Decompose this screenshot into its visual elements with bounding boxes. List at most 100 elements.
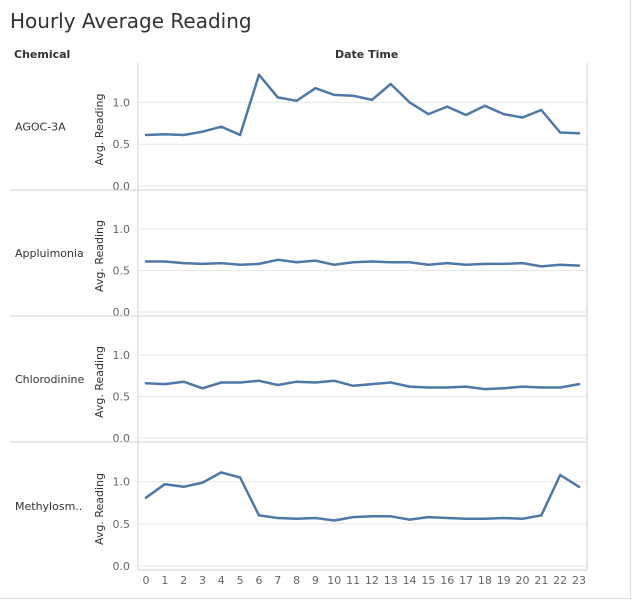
x-tick-label: 9 xyxy=(312,574,319,587)
data-point xyxy=(370,260,374,263)
data-point xyxy=(144,260,148,263)
x-tick-label: 20 xyxy=(516,574,530,587)
data-point xyxy=(389,515,392,518)
data-point xyxy=(295,99,298,102)
data-point xyxy=(446,516,449,520)
data-point xyxy=(201,130,204,133)
data-point xyxy=(540,386,543,389)
data-point xyxy=(464,263,468,266)
data-point xyxy=(558,263,562,266)
data-point xyxy=(521,385,524,388)
x-tick-label: 15 xyxy=(421,574,435,587)
data-point xyxy=(276,258,279,261)
data-point xyxy=(295,517,298,520)
data-point xyxy=(201,481,204,484)
data-point xyxy=(558,386,562,389)
data-point xyxy=(314,516,317,520)
y-tick-label: 0.5 xyxy=(113,265,131,278)
data-point xyxy=(540,265,543,268)
chart-title: Hourly Average Reading xyxy=(10,9,252,33)
x-tick-label: 18 xyxy=(478,574,492,587)
data-point xyxy=(257,514,261,517)
data-point xyxy=(370,98,374,102)
data-point xyxy=(238,263,242,266)
x-tick-label: 11 xyxy=(346,574,360,587)
y-tick-label: 1.0 xyxy=(113,96,131,109)
data-point xyxy=(351,384,355,387)
data-point xyxy=(333,519,336,522)
series-line xyxy=(144,379,581,391)
data-point xyxy=(314,381,317,384)
x-tick-label: 14 xyxy=(403,574,417,587)
y-tick-label: 1.0 xyxy=(113,349,131,362)
y-tick-label: 0.5 xyxy=(113,518,131,531)
chemical-label: Methylosm.. xyxy=(15,500,82,513)
data-point xyxy=(389,381,392,384)
data-point xyxy=(257,262,261,266)
data-point xyxy=(427,112,430,116)
data-point xyxy=(238,381,242,384)
data-point xyxy=(540,108,543,112)
chemical-label: Chlorodinine xyxy=(15,373,84,386)
x-tick-label: 3 xyxy=(199,574,206,587)
data-point xyxy=(464,113,468,117)
data-point xyxy=(558,131,562,134)
x-tick-label: 6 xyxy=(255,574,262,587)
x-tick-label: 19 xyxy=(497,574,511,587)
x-tick-label: 2 xyxy=(180,574,187,587)
data-point xyxy=(163,132,167,136)
data-point xyxy=(144,133,148,137)
y-axis-title: Avg. Reading xyxy=(93,93,106,165)
y-axis-title: Avg. Reading xyxy=(93,473,106,545)
data-point xyxy=(295,261,298,264)
data-point xyxy=(276,383,279,387)
x-tick-label: 8 xyxy=(293,574,300,587)
x-tick-label: 17 xyxy=(459,574,473,587)
x-tick-label: 23 xyxy=(572,574,586,587)
series-line xyxy=(144,471,581,522)
data-point xyxy=(408,101,411,104)
data-point xyxy=(144,496,148,499)
data-point xyxy=(220,261,223,265)
data-point xyxy=(351,94,355,97)
data-point xyxy=(370,515,374,518)
y-tick-label: 0.5 xyxy=(113,138,131,151)
data-point xyxy=(163,382,167,386)
data-point xyxy=(502,387,505,390)
data-point xyxy=(427,515,430,519)
data-point xyxy=(446,386,449,389)
x-tick-label: 4 xyxy=(218,574,225,587)
y-tick-label: 0.0 xyxy=(113,560,131,573)
data-point xyxy=(577,132,581,135)
data-point xyxy=(163,260,167,263)
data-point xyxy=(182,133,185,137)
data-point xyxy=(464,517,468,520)
data-point xyxy=(201,387,204,390)
data-point xyxy=(257,73,261,77)
data-point xyxy=(502,516,505,520)
y-tick-label: 0.0 xyxy=(113,432,131,445)
data-point xyxy=(182,380,185,383)
data-point xyxy=(163,483,167,486)
column-header-date-time: Date Time xyxy=(335,48,399,61)
x-tick-label: 5 xyxy=(237,574,244,587)
x-tick-label: 7 xyxy=(274,574,281,587)
data-point xyxy=(389,82,392,86)
x-tick-label: 12 xyxy=(365,574,379,587)
data-point xyxy=(333,379,336,383)
y-tick-label: 0.0 xyxy=(113,306,131,319)
data-point xyxy=(483,387,487,391)
data-point xyxy=(276,96,279,99)
data-point xyxy=(521,116,524,119)
y-axis-title: Avg. Reading xyxy=(93,346,106,418)
data-point xyxy=(577,485,581,488)
x-tick-label: 13 xyxy=(384,574,398,587)
data-point xyxy=(238,133,242,137)
x-tick-label: 1 xyxy=(161,574,168,587)
x-tick-label: 21 xyxy=(534,574,548,587)
y-tick-label: 1.0 xyxy=(113,223,131,236)
data-point xyxy=(276,516,279,520)
data-point xyxy=(408,385,411,388)
data-point xyxy=(427,386,430,389)
